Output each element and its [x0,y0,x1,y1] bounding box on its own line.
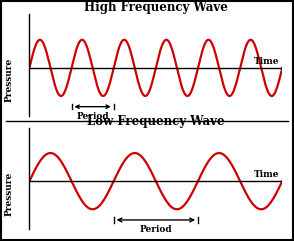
Title: Low Frequency Wave: Low Frequency Wave [87,115,225,128]
Text: Pressure: Pressure [5,171,14,216]
Text: Period: Period [76,112,109,121]
Text: Period: Period [140,225,172,234]
Text: Pressure: Pressure [5,58,14,102]
Text: Time: Time [254,57,280,66]
Text: Time: Time [254,170,280,179]
Title: High Frequency Wave: High Frequency Wave [84,1,228,14]
